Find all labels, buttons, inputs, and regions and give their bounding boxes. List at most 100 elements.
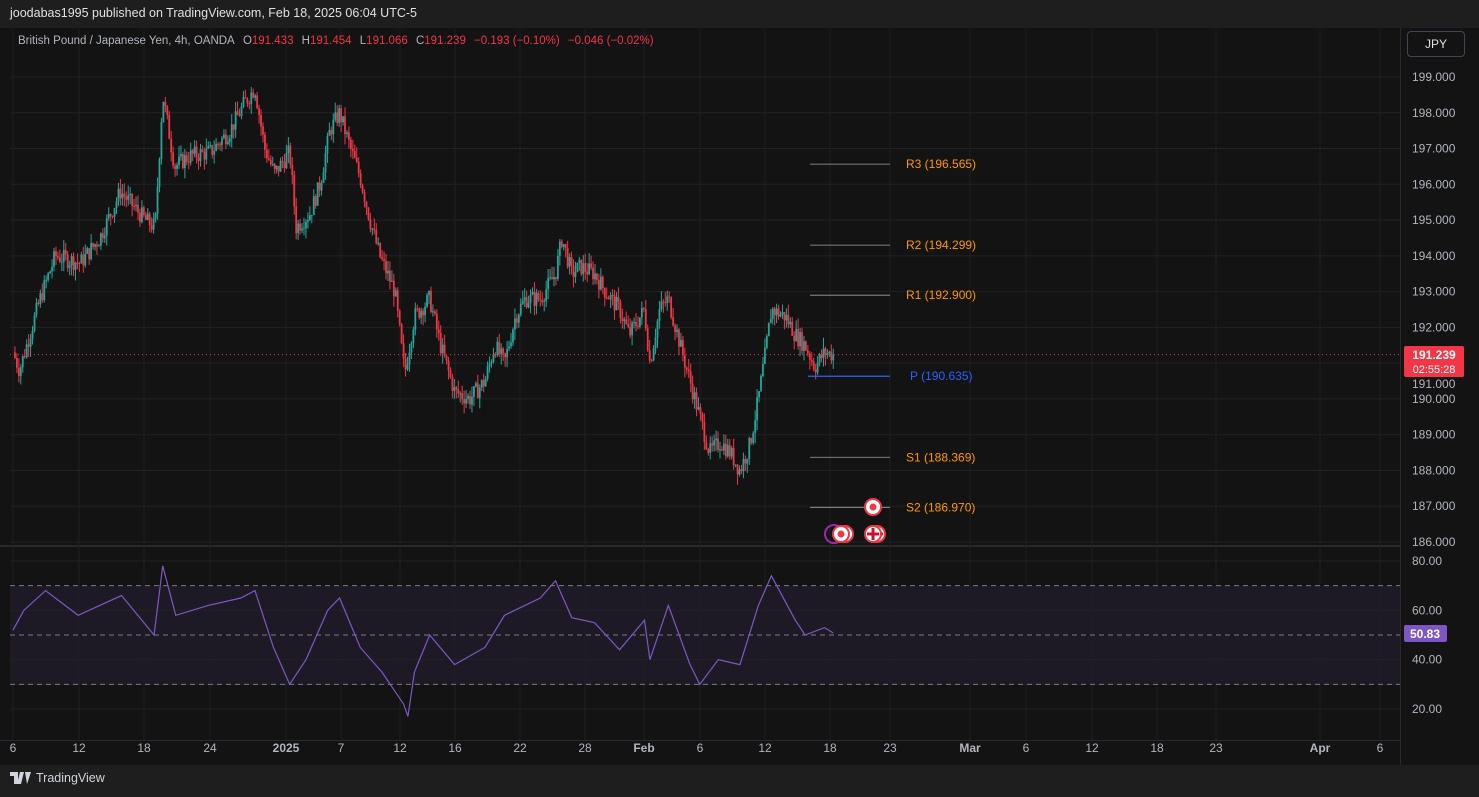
candle-body	[107, 214, 110, 219]
candle-body	[596, 273, 598, 281]
candle-body	[57, 256, 59, 258]
candle-body	[816, 362, 819, 373]
candle-body	[746, 459, 749, 464]
candle-body	[264, 134, 266, 150]
candle-body	[385, 260, 387, 274]
candle-body	[756, 397, 758, 421]
candle-body	[488, 363, 491, 367]
candle-body	[664, 302, 667, 304]
candle-body	[416, 308, 419, 310]
candle-body	[648, 350, 651, 361]
candle-body	[84, 253, 87, 266]
candle-body	[98, 245, 100, 247]
price-tick-label: 190.000	[1412, 392, 1456, 406]
candle-body	[402, 342, 405, 359]
candle-body	[254, 95, 257, 98]
candle-body	[828, 351, 831, 354]
candle-body	[142, 207, 145, 216]
candle-body	[719, 449, 721, 451]
candle-body	[535, 292, 538, 306]
candle-body	[631, 322, 634, 336]
candle-body	[324, 153, 327, 173]
candle-body	[303, 228, 305, 230]
high-value: 191.454	[309, 35, 352, 47]
candle-body	[281, 160, 284, 163]
current-price-label: 191.239	[1412, 348, 1456, 362]
candle-body	[129, 193, 132, 196]
chart-area[interactable]	[0, 28, 1479, 765]
candle-body	[119, 188, 122, 199]
price-tick-label: 194.000	[1412, 249, 1456, 263]
candle-body	[326, 135, 329, 154]
candle-body	[279, 160, 282, 172]
rsi-tick-label: 60.00	[1412, 603, 1442, 617]
candle-body	[504, 353, 507, 358]
candle-body	[355, 157, 358, 162]
candle-body	[767, 323, 770, 337]
time-tick-label: Feb	[633, 741, 654, 755]
time-axis-border	[0, 740, 1400, 741]
candle-body	[170, 138, 173, 153]
candle-body	[348, 132, 350, 140]
currency-button[interactable]: JPY	[1407, 31, 1465, 57]
candle-body	[424, 306, 426, 316]
candle-body	[709, 443, 712, 453]
candle-body	[785, 314, 788, 321]
candle-body	[830, 351, 833, 361]
candle-body	[248, 103, 251, 105]
candle-body	[150, 225, 153, 230]
candle-body	[545, 289, 548, 301]
candle-body	[373, 228, 376, 230]
candle-body	[53, 251, 55, 267]
candle-body	[701, 413, 704, 422]
candle-body	[742, 459, 745, 472]
candle-body	[109, 214, 112, 217]
candle-body	[359, 173, 362, 186]
candle-body	[642, 307, 645, 309]
candle-body	[789, 321, 792, 325]
time-tick-label: 6	[697, 741, 704, 755]
candle-body	[820, 354, 823, 358]
candle-body	[494, 354, 497, 356]
candle-body	[92, 243, 94, 247]
candle-body	[617, 297, 620, 302]
candle-body	[312, 196, 315, 216]
candle-body	[88, 248, 91, 260]
symbol-title[interactable]: British Pound / Japanese Yen, 4h, OANDA	[18, 35, 235, 47]
candle-body	[781, 312, 784, 315]
candle-body	[443, 344, 446, 356]
candle-body	[191, 150, 194, 154]
candle-body	[205, 148, 208, 160]
candle-body	[660, 301, 663, 310]
candle-body	[318, 182, 321, 191]
candle-body	[115, 201, 118, 209]
candle-body	[390, 280, 393, 282]
candle-body	[566, 247, 569, 267]
price-tick-label: 188.000	[1412, 463, 1456, 477]
candle-body	[449, 370, 452, 377]
candle-body	[693, 392, 696, 400]
candle-body	[412, 329, 415, 344]
japan-flag-dot	[869, 503, 877, 511]
candle-body	[72, 256, 75, 270]
candle-body	[199, 149, 202, 161]
candle-body	[33, 315, 36, 331]
time-tick-label: 28	[578, 741, 592, 755]
candle-body	[826, 353, 829, 356]
candle-body	[35, 302, 38, 316]
candle-body	[562, 244, 565, 247]
candle-body	[623, 319, 626, 321]
candle-body	[328, 130, 331, 136]
tradingview-logo[interactable]: TradingView	[10, 771, 105, 785]
candle-body	[394, 290, 397, 297]
candle-body	[590, 263, 592, 268]
candle-body	[86, 248, 89, 254]
candle-body	[721, 449, 723, 451]
candle-body	[687, 369, 690, 372]
candle-body	[568, 257, 571, 267]
candle-body	[342, 116, 344, 123]
candle-body	[482, 380, 485, 387]
candle-body	[607, 297, 610, 300]
candle-body	[670, 297, 673, 318]
